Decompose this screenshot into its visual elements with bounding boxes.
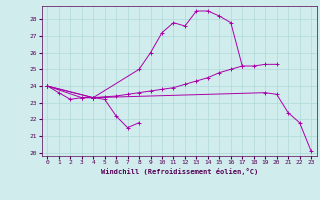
X-axis label: Windchill (Refroidissement éolien,°C): Windchill (Refroidissement éolien,°C)	[100, 168, 258, 175]
